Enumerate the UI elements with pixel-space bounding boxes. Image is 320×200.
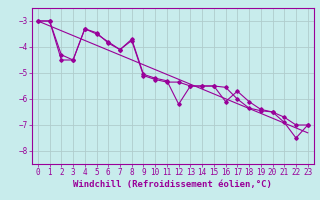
X-axis label: Windchill (Refroidissement éolien,°C): Windchill (Refroidissement éolien,°C) xyxy=(73,180,272,189)
